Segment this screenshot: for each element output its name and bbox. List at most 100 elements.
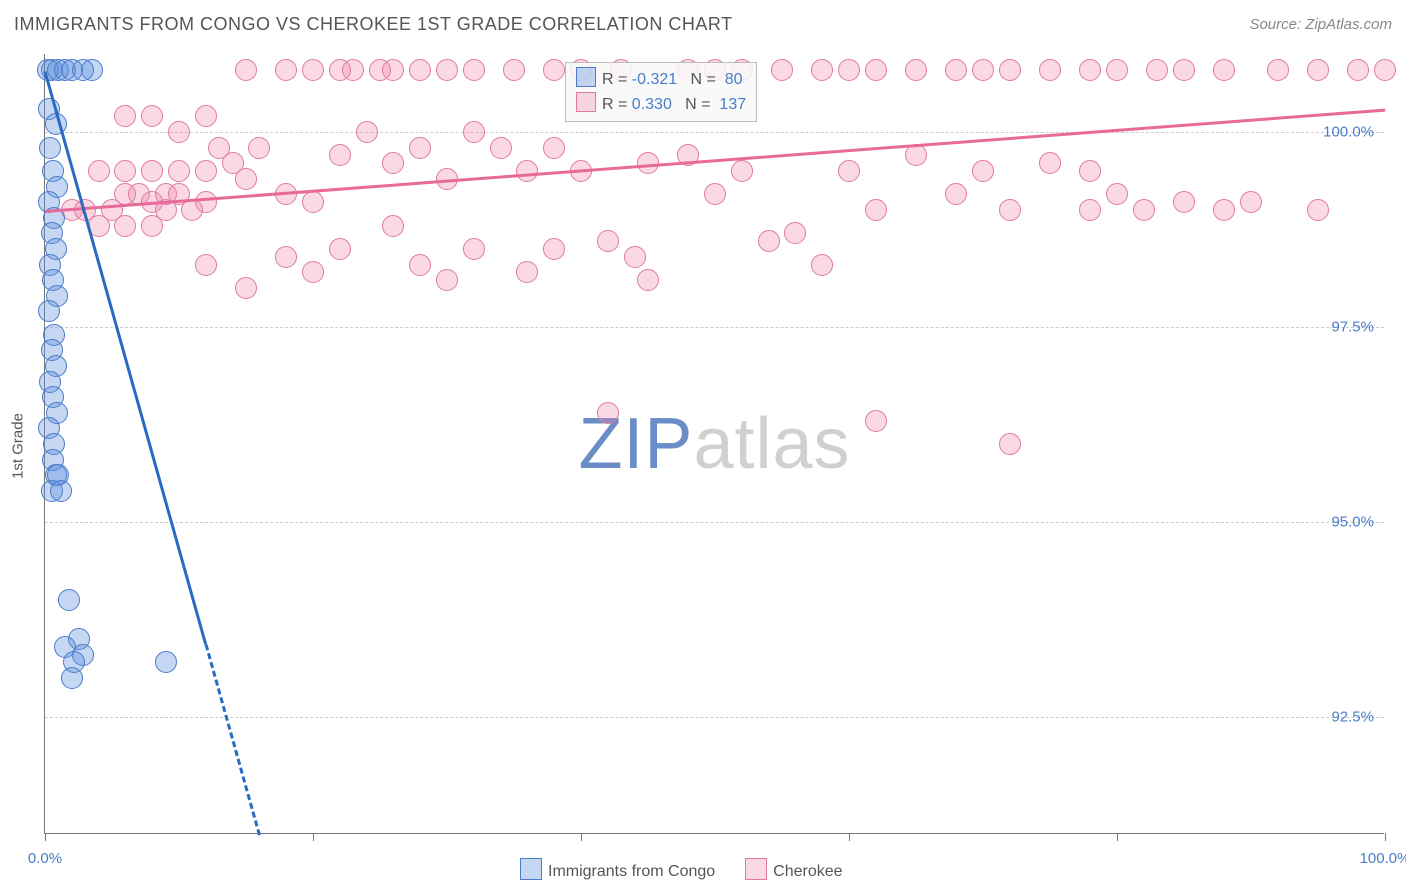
point-cherokee	[1039, 59, 1061, 81]
y-tick-label: 97.5%	[1331, 319, 1374, 336]
point-cherokee	[141, 105, 163, 127]
point-cherokee	[972, 59, 994, 81]
point-cherokee	[999, 433, 1021, 455]
point-cherokee	[235, 277, 257, 299]
gridline	[45, 327, 1384, 328]
point-cherokee	[1079, 160, 1101, 182]
point-cherokee	[114, 105, 136, 127]
point-cherokee	[141, 160, 163, 182]
point-cherokee	[329, 238, 351, 260]
point-cherokee	[905, 144, 927, 166]
x-tick	[849, 833, 850, 841]
point-cherokee	[1079, 199, 1101, 221]
point-cherokee	[1173, 191, 1195, 213]
legend-n-prefix: N =	[672, 96, 720, 113]
watermark: ZIPatlas	[578, 403, 850, 485]
point-congo	[61, 667, 83, 689]
point-cherokee	[302, 261, 324, 283]
point-cherokee	[811, 59, 833, 81]
point-cherokee	[275, 246, 297, 268]
point-cherokee	[704, 183, 726, 205]
point-cherokee	[342, 59, 364, 81]
point-cherokee	[1173, 59, 1195, 81]
point-cherokee	[784, 222, 806, 244]
point-cherokee	[1267, 59, 1289, 81]
point-cherokee	[463, 59, 485, 81]
legend-correlation-row: R = -0.321 N = 80	[576, 67, 746, 92]
point-congo	[155, 651, 177, 673]
point-cherokee	[1039, 152, 1061, 174]
point-cherokee	[637, 269, 659, 291]
point-cherokee	[1240, 191, 1262, 213]
point-cherokee	[168, 160, 190, 182]
watermark-light: atlas	[693, 404, 850, 484]
point-congo	[38, 300, 60, 322]
point-cherokee	[999, 199, 1021, 221]
point-cherokee	[409, 59, 431, 81]
point-cherokee	[838, 160, 860, 182]
point-cherokee	[168, 121, 190, 143]
legend-series-item: Cherokee	[745, 858, 842, 881]
point-cherokee	[436, 59, 458, 81]
point-cherokee	[1307, 59, 1329, 81]
gridline	[45, 522, 1384, 523]
legend-swatch	[745, 858, 767, 880]
point-cherokee	[235, 168, 257, 190]
point-cherokee	[275, 59, 297, 81]
point-cherokee	[543, 238, 565, 260]
point-congo	[50, 480, 72, 502]
point-cherokee	[302, 59, 324, 81]
point-cherokee	[356, 121, 378, 143]
chart-container: IMMIGRANTS FROM CONGO VS CHEROKEE 1ST GR…	[0, 0, 1406, 892]
x-tick	[313, 833, 314, 841]
trendline-congo	[44, 71, 208, 645]
y-tick-label: 100.0%	[1323, 124, 1374, 141]
point-cherokee	[248, 137, 270, 159]
legend-correlation-row: R = 0.330 N = 137	[576, 92, 746, 117]
point-cherokee	[195, 160, 217, 182]
point-cherokee	[235, 59, 257, 81]
y-tick-label: 95.0%	[1331, 514, 1374, 531]
point-cherokee	[838, 59, 860, 81]
point-cherokee	[1106, 183, 1128, 205]
point-cherokee	[490, 137, 512, 159]
legend-r-value: 0.330	[632, 96, 672, 113]
trendline-congo-dashed	[204, 644, 260, 836]
point-cherokee	[945, 59, 967, 81]
point-cherokee	[1307, 199, 1329, 221]
legend-swatch	[520, 858, 542, 880]
legend-series: Immigrants from CongoCherokee	[520, 858, 843, 881]
point-cherokee	[195, 191, 217, 213]
point-cherokee	[972, 160, 994, 182]
point-cherokee	[382, 59, 404, 81]
x-tick	[45, 833, 46, 841]
point-cherokee	[382, 215, 404, 237]
point-cherokee	[1079, 59, 1101, 81]
point-cherokee	[865, 410, 887, 432]
plot-area: ZIPatlas 92.5%95.0%97.5%100.0%0.0%100.0%	[44, 54, 1384, 834]
point-cherokee	[1374, 59, 1396, 81]
point-cherokee	[1347, 59, 1369, 81]
point-cherokee	[503, 59, 525, 81]
point-cherokee	[865, 59, 887, 81]
point-cherokee	[543, 59, 565, 81]
point-cherokee	[771, 59, 793, 81]
point-cherokee	[463, 238, 485, 260]
point-cherokee	[1213, 59, 1235, 81]
legend-n-value: 137	[719, 96, 746, 113]
point-cherokee	[731, 160, 753, 182]
legend-series-label: Cherokee	[773, 863, 842, 880]
point-cherokee	[409, 137, 431, 159]
point-congo	[81, 59, 103, 81]
x-tick-label: 100.0%	[1360, 850, 1406, 867]
point-cherokee	[88, 160, 110, 182]
point-cherokee	[516, 160, 538, 182]
source-text: Source: ZipAtlas.com	[1249, 16, 1392, 33]
point-cherokee	[302, 191, 324, 213]
title-bar: IMMIGRANTS FROM CONGO VS CHEROKEE 1ST GR…	[14, 14, 1392, 35]
legend-n-value: 80	[725, 71, 743, 88]
point-cherokee	[409, 254, 431, 276]
legend-correlation: R = -0.321 N = 80R = 0.330 N = 137	[565, 62, 757, 122]
point-cherokee	[543, 137, 565, 159]
point-cherokee	[329, 144, 351, 166]
